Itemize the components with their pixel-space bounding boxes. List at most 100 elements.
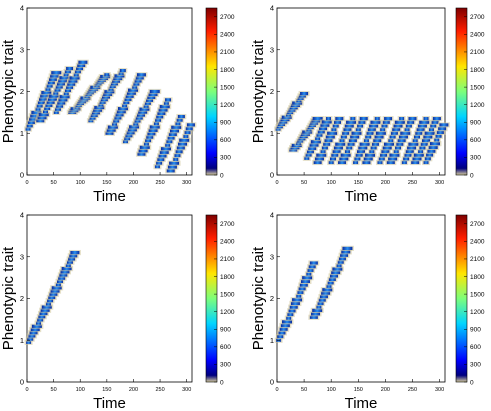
density-cell (300, 279, 310, 284)
density-cell (100, 98, 108, 102)
x-axis-ticks: 0 50 100 150 200 250 300 (25, 172, 191, 186)
density-cell (165, 98, 172, 102)
density-cell (316, 305, 322, 309)
panel-2: 0 50 100 150 200 250 300 0 1 2 3 4 Time Phenotypic… (250, 4, 485, 206)
density-cell (37, 100, 45, 105)
density-cell (124, 137, 131, 141)
density-cell (118, 71, 124, 75)
x-tick-label: 200 (129, 180, 138, 186)
density-cell (309, 315, 318, 319)
density-cell (104, 90, 115, 94)
density-cell (157, 157, 165, 162)
colorbar-tick-label: 2700 (220, 221, 235, 228)
density-cell (56, 104, 64, 108)
y-tick-label: 1 (270, 129, 274, 138)
density-cell (148, 92, 158, 97)
colorbar-tick-label: 2100 (220, 49, 235, 56)
density-cell (314, 157, 324, 161)
density-cell (422, 138, 431, 143)
colorbar-ticks: 0 300 600 900 1200 1500 1800 2100 2400 2700 (214, 14, 235, 179)
y-tick-label: 3 (20, 252, 24, 261)
density-cell (133, 122, 139, 126)
density-cell (394, 120, 405, 124)
density-cell (304, 156, 310, 160)
density-cell (305, 153, 312, 157)
density-cell (60, 270, 70, 274)
density-cell (389, 153, 400, 157)
density-cell (94, 105, 105, 110)
x-tick-label: 50 (301, 387, 307, 393)
density-cell (407, 146, 417, 150)
density-cell (49, 292, 58, 296)
density-cell (64, 88, 71, 93)
density-cell (76, 66, 84, 71)
colorbar-tick-label: 1200 (220, 102, 235, 109)
density-cell (154, 165, 160, 169)
density-cell (168, 132, 177, 137)
density-cell (126, 131, 135, 135)
density-cell (342, 131, 350, 135)
density-cell (328, 277, 336, 281)
colorbar-tick-label: 0 (470, 379, 474, 386)
density-cell (48, 77, 57, 81)
density-cell (414, 135, 420, 139)
density-cell (382, 120, 390, 124)
density-cell (310, 140, 321, 144)
colorbar-tick-label: 2400 (470, 239, 485, 246)
density-cell (325, 117, 331, 121)
density-cell (67, 82, 76, 86)
colorbar-tick-label: 300 (220, 362, 231, 369)
density-cell (323, 142, 331, 146)
y-tick-label: 1 (20, 336, 24, 345)
x-tick-label: 300 (182, 387, 191, 393)
density-cell (108, 87, 114, 91)
y-tick-label: 0 (20, 171, 24, 180)
x-axis-ticks: 0 50 100 150 200 250 300 (275, 172, 444, 186)
density-cell (428, 145, 438, 150)
x-tick-label: 300 (182, 180, 191, 186)
colorbar-tick-label: 600 (470, 344, 481, 351)
density-cell (286, 316, 292, 320)
x-tick-label: 200 (129, 387, 138, 393)
colorbar-tick-label: 2100 (220, 256, 235, 263)
density-cell (73, 73, 79, 77)
x-tick-label: 250 (408, 180, 417, 186)
density-cell (328, 160, 334, 165)
density-cell (46, 84, 53, 88)
density-cell (299, 283, 308, 287)
density-cell (346, 146, 353, 150)
y-tick-label: 2 (20, 294, 24, 303)
density-cell (46, 100, 55, 104)
density-cell (167, 165, 177, 169)
density-cell (377, 160, 383, 165)
density-cell (380, 127, 386, 132)
colorbar-gradient (205, 214, 218, 383)
density-cell (430, 124, 437, 128)
density-cell (176, 118, 183, 122)
density-cell (389, 135, 396, 139)
density-cell (149, 89, 160, 94)
density-cell (336, 264, 342, 268)
colorbar-tick-label: 300 (470, 362, 481, 369)
density-cell (384, 142, 394, 146)
density-cell (300, 91, 309, 96)
density-cell (125, 94, 134, 98)
density-cell (412, 157, 422, 161)
density-cell (106, 128, 116, 132)
density-cell (332, 267, 343, 271)
x-tick-label: 250 (408, 387, 417, 393)
density-cell (45, 302, 51, 306)
density-cell (307, 268, 314, 272)
density-cell (125, 134, 133, 138)
colorbar-tick-label: 600 (220, 137, 231, 144)
density-cell (374, 117, 380, 121)
density-cell (110, 82, 118, 86)
density-cell (309, 261, 318, 265)
density-cell (386, 160, 395, 165)
heatmap-marks (24, 249, 81, 345)
density-cell (41, 91, 52, 95)
x-tick-label: 0 (25, 387, 28, 393)
density-cell (35, 107, 41, 111)
density-cell (69, 254, 78, 258)
density-cell (39, 311, 48, 316)
